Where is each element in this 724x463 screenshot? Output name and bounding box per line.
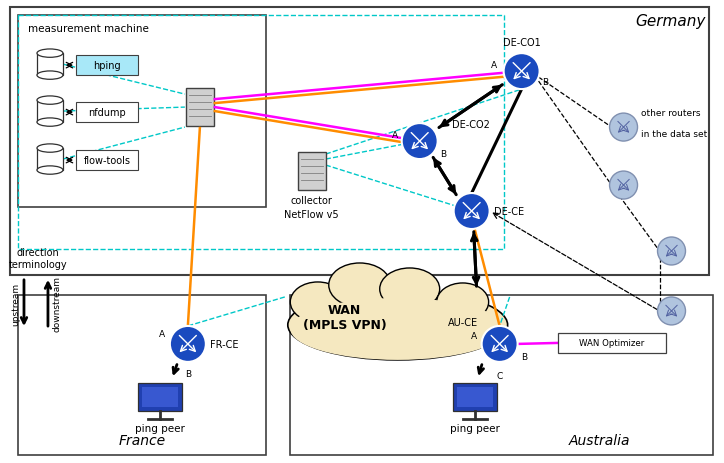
Bar (18, 16, 266, 207)
Text: DE-CE: DE-CE (494, 206, 523, 217)
Circle shape (657, 297, 686, 325)
Text: B: B (185, 369, 191, 378)
Ellipse shape (287, 290, 508, 360)
Text: AU-CE: AU-CE (447, 317, 478, 327)
Text: France: France (118, 433, 166, 447)
Bar (76, 56, 138, 76)
Circle shape (402, 124, 438, 160)
Ellipse shape (329, 263, 391, 307)
Text: A: A (159, 330, 165, 339)
Text: WAN
(MPLS VPN): WAN (MPLS VPN) (303, 303, 387, 331)
Circle shape (657, 238, 686, 265)
Bar (76, 151, 138, 171)
Bar (457, 387, 492, 407)
Ellipse shape (37, 50, 63, 58)
Text: direction
terminology: direction terminology (9, 247, 67, 269)
Text: B: B (542, 77, 549, 87)
Circle shape (610, 114, 638, 142)
Bar (290, 295, 713, 455)
Text: DE-CO1: DE-CO1 (502, 38, 541, 48)
Text: DE-CO2: DE-CO2 (452, 120, 489, 130)
Bar (37, 149, 63, 171)
Text: B: B (521, 353, 528, 362)
Text: downstream: downstream (52, 275, 62, 331)
Ellipse shape (37, 167, 63, 175)
Text: B: B (439, 149, 446, 158)
Circle shape (610, 172, 638, 200)
Text: A: A (471, 332, 476, 341)
Bar (452, 383, 497, 411)
Text: in the data set: in the data set (641, 130, 707, 139)
Bar (18, 16, 504, 250)
Circle shape (454, 194, 489, 230)
Text: Australia: Australia (569, 433, 631, 447)
Bar (557, 333, 665, 353)
Bar (142, 387, 178, 407)
Ellipse shape (290, 298, 505, 360)
Text: nfdump: nfdump (88, 108, 126, 118)
Text: measurement machine: measurement machine (28, 24, 149, 34)
Text: WAN Optimizer: WAN Optimizer (579, 339, 644, 348)
Circle shape (504, 54, 539, 90)
Ellipse shape (290, 282, 345, 322)
Ellipse shape (379, 269, 439, 310)
Circle shape (170, 326, 206, 362)
Text: flow-tools: flow-tools (83, 156, 130, 166)
Bar (138, 383, 182, 411)
Text: ping peer: ping peer (135, 423, 185, 433)
Text: other routers: other routers (641, 109, 700, 118)
Bar (37, 54, 63, 76)
Text: NetFlow v5: NetFlow v5 (285, 210, 339, 219)
Text: hping: hping (93, 61, 121, 71)
Text: ping peer: ping peer (450, 423, 500, 433)
Bar (37, 101, 63, 123)
Bar (76, 103, 138, 123)
Ellipse shape (37, 119, 63, 127)
Bar (298, 153, 326, 191)
Text: collector: collector (291, 195, 333, 206)
Text: C: C (497, 371, 502, 380)
Text: upstream: upstream (12, 282, 20, 325)
Text: Germany: Germany (635, 14, 705, 29)
Bar (18, 295, 266, 455)
Text: A: A (491, 61, 497, 69)
Ellipse shape (437, 283, 489, 321)
Text: A: A (392, 130, 397, 139)
Ellipse shape (37, 72, 63, 80)
Circle shape (481, 326, 518, 362)
Bar (186, 89, 214, 127)
Ellipse shape (37, 97, 63, 105)
Text: FR-CE: FR-CE (210, 339, 238, 349)
Bar (10, 8, 710, 275)
Ellipse shape (37, 144, 63, 153)
